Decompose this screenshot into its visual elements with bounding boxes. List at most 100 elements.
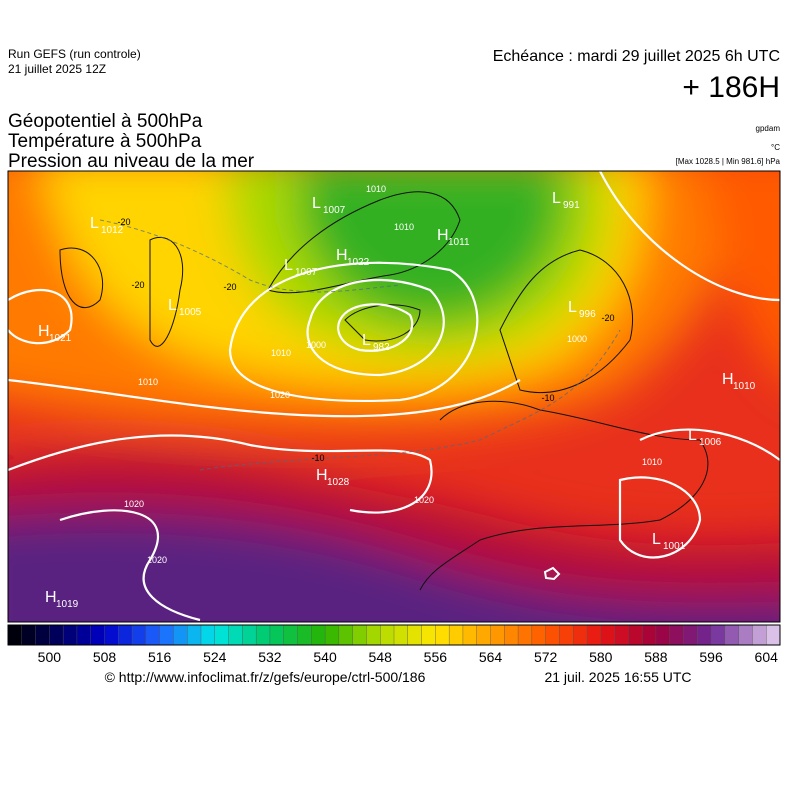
isobars bbox=[8, 171, 780, 622]
center-letter: L bbox=[568, 299, 577, 316]
isobar-label: 1010 bbox=[394, 222, 414, 232]
colorbar-cell bbox=[159, 624, 174, 646]
isotherm-label: -20 bbox=[131, 280, 144, 290]
colorbar-cell bbox=[352, 624, 367, 646]
center-value: 996 bbox=[579, 309, 596, 320]
coastlines bbox=[59, 191, 709, 591]
pressure-center: L 1001 bbox=[652, 531, 686, 552]
center-value: 1019 bbox=[56, 599, 79, 610]
colorbar-cell bbox=[407, 624, 423, 646]
center-value: 1007 bbox=[295, 267, 318, 278]
center-value: 991 bbox=[563, 200, 580, 211]
colorbar-cell bbox=[7, 624, 23, 646]
colorbar-cell bbox=[504, 624, 519, 646]
colorbar-cell bbox=[131, 624, 147, 646]
colorbar-cell bbox=[242, 624, 257, 646]
colorbar-cell bbox=[586, 624, 602, 646]
colorbar-cell bbox=[669, 624, 685, 646]
center-value: 1001 bbox=[663, 541, 686, 552]
colorbar-tick-label: 508 bbox=[93, 649, 117, 665]
colorbar-cell bbox=[573, 624, 588, 646]
generated-time: 21 juil. 2025 16:55 UTC bbox=[544, 669, 691, 685]
colorbar-cell bbox=[531, 624, 547, 646]
colorbar-tick-label: 564 bbox=[479, 649, 503, 665]
isotherm-label: -20 bbox=[601, 313, 614, 323]
colorbar-cell bbox=[683, 624, 698, 646]
colorbar-cell bbox=[187, 624, 202, 646]
colorbar-tick-label: 604 bbox=[755, 649, 779, 665]
center-letter: H bbox=[437, 227, 449, 244]
colorbar: 500 508 516 524 532 540 548 556 564 572 580 588 596 6… bbox=[7, 624, 781, 665]
colorbar-cell bbox=[752, 624, 767, 646]
colorbar-tick-label: 548 bbox=[369, 649, 393, 665]
colorbar-tick-label: 588 bbox=[644, 649, 668, 665]
colorbar-tick-label: 596 bbox=[699, 649, 723, 665]
colorbar-cell bbox=[214, 624, 230, 646]
pressure-center: H 1022 bbox=[336, 247, 370, 268]
pressure-center: L 1007 bbox=[312, 195, 346, 216]
pressure-range: [Max 1028.5 | Min 981.6] hPa bbox=[676, 157, 781, 166]
isobar-label: 1020 bbox=[124, 499, 144, 509]
center-value: 1028 bbox=[327, 477, 350, 488]
pressure-center: H 1028 bbox=[316, 467, 350, 488]
colorbar-cell bbox=[600, 624, 616, 646]
center-letter: H bbox=[45, 589, 57, 606]
center-value: 982 bbox=[373, 342, 390, 353]
center-value: 1012 bbox=[101, 225, 124, 236]
colorbar-cell bbox=[228, 624, 243, 646]
pressure-center: H 1010 bbox=[722, 371, 756, 392]
valid-time: Echéance : mardi 29 juillet 2025 6h UTC bbox=[493, 48, 780, 65]
colorbar-cell bbox=[724, 624, 740, 646]
colorbar-cell bbox=[421, 624, 436, 646]
isobar-label: 1010 bbox=[271, 348, 291, 358]
colorbar-tick-label: 516 bbox=[148, 649, 172, 665]
colorbar-cell bbox=[338, 624, 354, 646]
colorbar-cell bbox=[380, 624, 395, 646]
isobar-label: 1010 bbox=[642, 457, 662, 467]
pressure-center: L 996 bbox=[568, 299, 596, 320]
center-letter: L bbox=[284, 257, 293, 274]
colorbar-tick-label: 540 bbox=[313, 649, 337, 665]
colorbar-cell bbox=[710, 624, 726, 646]
center-value: 1010 bbox=[733, 381, 756, 392]
colorbar-cell bbox=[269, 624, 285, 646]
colorbar-cell bbox=[200, 624, 216, 646]
isotherm-label: -20 bbox=[223, 282, 236, 292]
colorbar-cell bbox=[145, 624, 161, 646]
isotherm-label: -10 bbox=[311, 453, 324, 463]
colorbar-cell bbox=[366, 624, 381, 646]
center-letter: L bbox=[90, 215, 99, 232]
colorbar-tick-label: 572 bbox=[534, 649, 558, 665]
colorbar-cell bbox=[697, 624, 712, 646]
colorbar-cell bbox=[766, 624, 781, 646]
colorbar-cell bbox=[255, 624, 271, 646]
center-letter: H bbox=[316, 467, 328, 484]
unit-geopotential: gpdam bbox=[756, 124, 781, 133]
center-value: 1021 bbox=[49, 333, 72, 344]
colorbar-cell bbox=[104, 624, 119, 646]
isobar-label: 1020 bbox=[270, 390, 290, 400]
colorbar-cell bbox=[559, 624, 574, 646]
colorbar-cell bbox=[311, 624, 326, 646]
title-temperature: Température à 500hPa bbox=[8, 131, 202, 152]
unit-temperature: °C bbox=[771, 143, 780, 152]
colorbar-cell bbox=[462, 624, 478, 646]
isobar-label: 1010 bbox=[138, 377, 158, 387]
center-letter: L bbox=[362, 332, 371, 349]
center-letter: L bbox=[168, 297, 177, 314]
pressure-center: H 1011 bbox=[437, 227, 470, 248]
isobar-label: 1010 bbox=[366, 184, 386, 194]
colorbar-cell bbox=[297, 624, 312, 646]
isotherm-label: -20 bbox=[117, 217, 130, 227]
title-geopotential: Géopotentiel à 500hPa bbox=[8, 111, 203, 132]
colorbar-cell bbox=[738, 624, 753, 646]
lead-time: + 186H bbox=[682, 71, 780, 104]
pressure-center: H 1019 bbox=[45, 589, 79, 610]
center-letter: H bbox=[722, 371, 734, 388]
isobar-label: 1000 bbox=[306, 340, 326, 350]
pressure-center: L 1007 bbox=[284, 257, 318, 278]
colorbar-cell bbox=[628, 624, 643, 646]
colorbar-cell bbox=[435, 624, 450, 646]
colorbar-tick-label: 580 bbox=[589, 649, 613, 665]
